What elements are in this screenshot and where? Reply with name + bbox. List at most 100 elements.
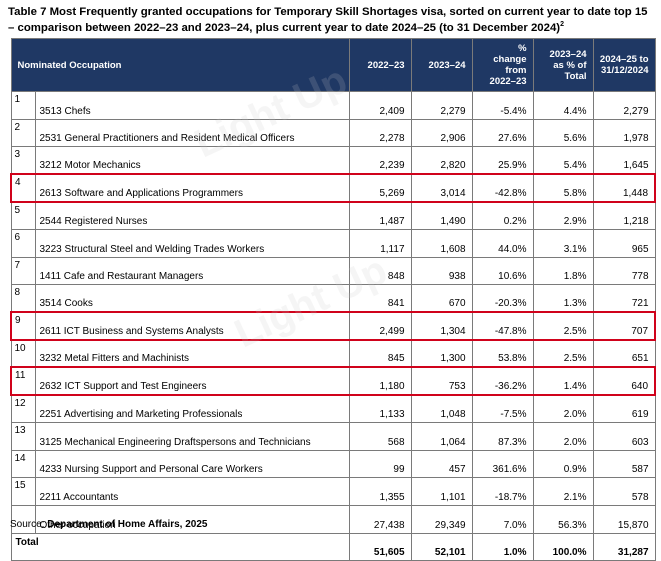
- value-pct-total: 2.9%: [532, 201, 594, 230]
- value-pct-change: 0.2%: [471, 201, 534, 230]
- value-pct-total: 5.4%: [532, 146, 594, 175]
- occupation-cell: 3513 Chefs: [34, 91, 350, 120]
- value-2023-24: 1,101: [410, 477, 473, 506]
- value-2022-23: 1,133: [348, 394, 412, 424]
- value-ytd: 587: [592, 449, 656, 479]
- value-ytd: 2,279: [592, 91, 656, 120]
- table-row: 9 2611 ICT Business and Systems Analysts…: [10, 311, 657, 341]
- value-pct-change: -7.5%: [471, 394, 534, 424]
- value-2023-24: 3,014: [410, 173, 473, 203]
- value-pct-total: 5.8%: [532, 173, 594, 203]
- table-title: Table 7 Most Frequently granted occupati…: [8, 6, 648, 34]
- value-2022-23: 27,438: [348, 504, 412, 534]
- header-ytd: 2024–25 to 31/12/2024: [592, 38, 656, 92]
- value-ytd: 778: [592, 256, 656, 286]
- table-row: 10 3232 Metal Fitters and Machinists 845…: [10, 339, 656, 368]
- value-pct-change: -47.8%: [471, 311, 534, 341]
- value-pct-total: 1.8%: [532, 256, 594, 286]
- table-row: 6 3223 Structural Steel and Welding Trad…: [10, 228, 656, 258]
- value-2023-24: 2,279: [410, 91, 473, 120]
- header-occupation: Nominated Occupation: [10, 38, 350, 92]
- table-row: 4 2613 Software and Applications Program…: [10, 173, 657, 203]
- table-row: 13 3125 Mechanical Engineering Draftsper…: [10, 422, 656, 451]
- total-label: Total: [10, 532, 350, 561]
- value-2022-23: 568: [348, 422, 412, 451]
- occupation-cell: 3125 Mechanical Engineering Draftsperson…: [34, 422, 350, 451]
- occupation-cell: 3223 Structural Steel and Welding Trades…: [34, 228, 350, 258]
- occupation-cell: 2632 ICT Support and Test Engineers: [34, 366, 350, 397]
- value-pct-change: -18.7%: [471, 477, 534, 506]
- value-pct-change: -36.2%: [471, 366, 534, 397]
- value-pct-total: 1.3%: [532, 284, 594, 313]
- value-2022-23: 2,239: [348, 146, 412, 175]
- value-2023-24: 1,048: [410, 394, 473, 424]
- value-2023-24: 1,064: [410, 422, 473, 451]
- table-row: 5 2544 Registered Nurses 1,487 1,490 0.2…: [10, 201, 656, 230]
- source-note: Source: Department of Home Affairs, 2025: [10, 519, 208, 530]
- total-pct-total: 100.0%: [532, 532, 594, 561]
- total-2023-24: 52,101: [410, 532, 473, 561]
- rank-cell: 2: [10, 118, 36, 148]
- value-ytd: 578: [592, 477, 656, 506]
- value-2023-24: 2,820: [410, 146, 473, 175]
- value-2022-23: 848: [348, 256, 412, 286]
- value-ytd: 965: [592, 228, 656, 258]
- value-2023-24: 753: [410, 366, 473, 397]
- value-ytd: 1,448: [592, 173, 657, 203]
- value-pct-total: 2.0%: [532, 394, 594, 424]
- value-2022-23: 1,355: [348, 477, 412, 506]
- rank-cell: 9: [10, 311, 36, 341]
- value-pct-total: 2.5%: [532, 311, 594, 341]
- value-pct-total: 56.3%: [532, 504, 594, 534]
- rank-cell: 1: [10, 91, 36, 120]
- header-pct-change: % change from 2022–23: [471, 38, 534, 92]
- value-2023-24: 1,300: [410, 339, 473, 368]
- value-2023-24: 2,906: [410, 118, 473, 148]
- total-row: Total 51,605 52,101 1.0% 100.0% 31,287: [10, 532, 656, 561]
- value-2022-23: 845: [348, 339, 412, 368]
- value-pct-change: 7.0%: [471, 504, 534, 534]
- table-row: 8 3514 Cooks 841 670 -20.3% 1.3% 721: [10, 284, 656, 313]
- value-2022-23: 99: [348, 449, 412, 479]
- value-ytd: 721: [592, 284, 656, 313]
- rank-cell: 8: [10, 284, 36, 313]
- table-row: 2 2531 General Practitioners and Residen…: [10, 118, 656, 148]
- value-pct-total: 2.1%: [532, 477, 594, 506]
- value-ytd: 1,645: [592, 146, 656, 175]
- table-row: 7 1411 Cafe and Restaurant Managers 848 …: [10, 256, 656, 286]
- header-2022-23: 2022–23: [348, 38, 412, 92]
- table-row: 3 3212 Motor Mechanics 2,239 2,820 25.9%…: [10, 146, 656, 175]
- rank-cell: 11: [10, 366, 36, 397]
- value-2023-24: 1,608: [410, 228, 473, 258]
- occupation-cell: 2613 Software and Applications Programme…: [34, 173, 350, 203]
- header-2023-24: 2023–24: [410, 38, 473, 92]
- rank-cell: 6: [10, 228, 36, 258]
- value-2023-24: 29,349: [410, 504, 473, 534]
- value-2023-24: 457: [410, 449, 473, 479]
- value-ytd: 603: [592, 422, 656, 451]
- value-2022-23: 1,487: [348, 201, 412, 230]
- occupation-cell: 2611 ICT Business and Systems Analysts: [34, 311, 350, 341]
- value-2022-23: 2,499: [348, 311, 412, 341]
- total-ytd: 31,287: [592, 532, 656, 561]
- table-row: 14 4233 Nursing Support and Personal Car…: [10, 449, 656, 479]
- header-row: Nominated Occupation 2022–23 2023–24 % c…: [10, 38, 656, 92]
- rank-cell: 5: [10, 201, 36, 230]
- value-pct-change: 25.9%: [471, 146, 534, 175]
- value-ytd: 15,870: [592, 504, 656, 534]
- value-pct-change: 87.3%: [471, 422, 534, 451]
- value-pct-change: 53.8%: [471, 339, 534, 368]
- value-ytd: 651: [592, 339, 656, 368]
- rank-cell: 3: [10, 146, 36, 175]
- value-pct-change: 44.0%: [471, 228, 534, 258]
- occupation-cell: 3212 Motor Mechanics: [34, 146, 350, 175]
- occupations-table: Nominated Occupation 2022–23 2023–24 % c…: [10, 38, 657, 561]
- rank-cell: 12: [10, 394, 36, 424]
- value-pct-change: -20.3%: [471, 284, 534, 313]
- value-pct-change: 27.6%: [471, 118, 534, 148]
- rank-cell: 7: [10, 256, 36, 286]
- value-2023-24: 1,304: [410, 311, 473, 341]
- value-pct-total: 0.9%: [532, 449, 594, 479]
- occupation-cell: 3232 Metal Fitters and Machinists: [34, 339, 350, 368]
- rank-cell: 13: [10, 422, 36, 451]
